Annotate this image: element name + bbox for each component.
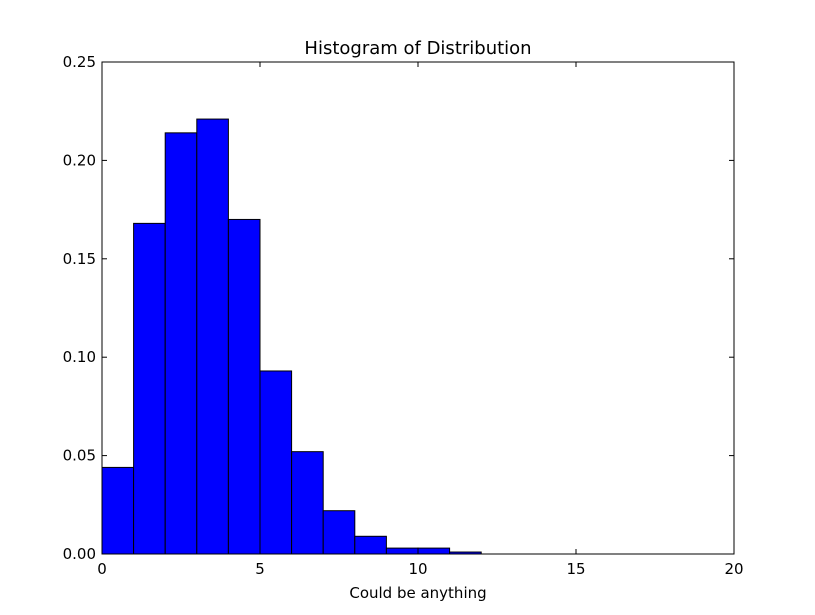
x-tick-label-2: 10 xyxy=(408,560,427,578)
x-tick-label-1: 5 xyxy=(255,560,265,578)
histogram-bar-4 xyxy=(227,218,261,555)
histogram-bar-1 xyxy=(133,222,166,555)
y-tick-label-2: 0.10 xyxy=(63,348,96,366)
y-tick-label-5: 0.25 xyxy=(63,53,96,71)
histogram-bar-10 xyxy=(417,547,451,555)
y-tick-label-1: 0.05 xyxy=(63,447,96,465)
y-tick-label-0: 0.00 xyxy=(63,545,96,563)
x-axis-label: Could be anything xyxy=(349,584,486,602)
histogram-bar-6 xyxy=(291,451,324,555)
x-tick-label-4: 20 xyxy=(724,560,743,578)
x-tick-label-3: 15 xyxy=(566,560,585,578)
histogram-bar-3 xyxy=(196,118,229,555)
y-tick-label-3: 0.15 xyxy=(63,250,96,268)
histogram-bar-5 xyxy=(259,370,293,555)
histogram-bar-9 xyxy=(385,547,419,555)
chart-title: Histogram of Distribution xyxy=(304,38,531,59)
histogram-bar-0 xyxy=(101,466,135,555)
histogram-bar-8 xyxy=(354,535,387,555)
bars-layer xyxy=(101,118,482,555)
histogram-bar-2 xyxy=(164,132,198,555)
histogram-bar-7 xyxy=(322,510,356,555)
x-tick-label-0: 0 xyxy=(97,560,107,578)
ticks-layer: 0 5 10 15 20 0.00 0.05 0.10 0.15 0.20 0.25 xyxy=(63,53,744,578)
y-tick-label-4: 0.20 xyxy=(63,151,96,169)
